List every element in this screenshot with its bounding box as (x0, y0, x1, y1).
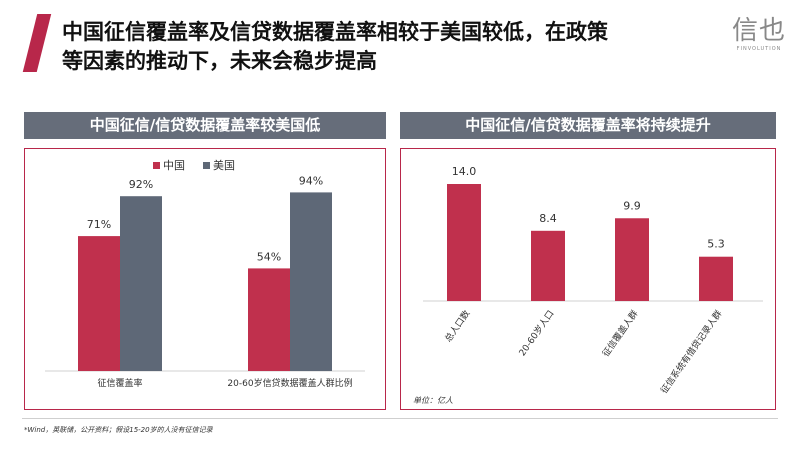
bar-3 (699, 256, 733, 301)
title-line-2: 等因素的推动下，未来会稳步提高 (62, 49, 377, 73)
data-label-2: 9.9 (623, 199, 641, 212)
title-line-1: 中国征信覆盖率及信贷数据覆盖率相较于美国较低，在政策 (62, 20, 608, 44)
footnote: *Wind，英联储，公开资料；假设15-20岁的人没有征信记录 (24, 426, 213, 434)
legend-label-usa: 美国 (213, 159, 235, 172)
category-label-2: 征信覆盖人群 (600, 308, 641, 359)
bar-china-0 (78, 236, 120, 371)
bar-0 (447, 184, 481, 301)
data-label-china-0: 71% (87, 218, 111, 231)
company-logo: 信也 FINVOLUTION (730, 16, 788, 62)
category-label-1: 20-60岁人口 (516, 308, 556, 358)
category-label-1: 20-60岁信贷数据覆盖人群比例 (227, 377, 352, 389)
bottom-divider (22, 418, 778, 419)
left-bar-chart: 中国 美国 71% 92% 征信覆盖率 54% 94% 20-60岁信贷数据覆盖人群比例 (45, 159, 365, 389)
bar-china-1 (248, 268, 290, 371)
page-title: 中国征信覆盖率及信贷数据覆盖率相较于美国较低，在政策 等因素的推动下，未来会稳步… (62, 18, 722, 76)
data-label-china-1: 54% (257, 250, 281, 263)
data-label-0: 14.0 (452, 165, 477, 178)
category-label-3: 征信系统有借贷记录人群 (658, 308, 725, 396)
data-label-1: 8.4 (539, 212, 557, 225)
legend-label-china: 中国 (163, 159, 185, 172)
bar-1 (531, 230, 565, 301)
data-label-usa-1: 94% (299, 174, 323, 187)
right-chart-panel: 14.0 总人口数 8.4 20-60岁人口 9.9 征信覆盖人群 5.3 征信系统有借贷记录… (400, 148, 776, 410)
logo-subtext: FINVOLUTION (736, 46, 782, 52)
left-panel-header: 中国征信/信贷数据覆盖率较美国低 (24, 112, 386, 139)
category-label-0: 征信覆盖率 (97, 377, 142, 389)
right-bar-chart: 14.0 总人口数 8.4 20-60岁人口 9.9 征信覆盖人群 5.3 征信系统有借贷记录… (413, 165, 763, 405)
unit-note: 单位：亿人 (413, 396, 453, 405)
data-label-3: 5.3 (707, 238, 725, 251)
accent-slash (22, 14, 52, 72)
right-panel-header: 中国征信/信贷数据覆盖率将持续提升 (400, 112, 776, 139)
category-label-0: 总人口数 (442, 308, 472, 344)
left-chart-panel: 中国 美国 71% 92% 征信覆盖率 54% 94% 20-60岁信贷数据覆盖人群比例 (24, 148, 386, 410)
legend-swatch-usa (203, 162, 210, 169)
logo-mark: 信也 (731, 16, 786, 46)
bar-usa-1 (290, 192, 332, 371)
bar-2 (615, 218, 649, 301)
bar-usa-0 (120, 196, 162, 371)
data-label-usa-0: 92% (129, 178, 153, 191)
legend-swatch-china (153, 162, 160, 169)
